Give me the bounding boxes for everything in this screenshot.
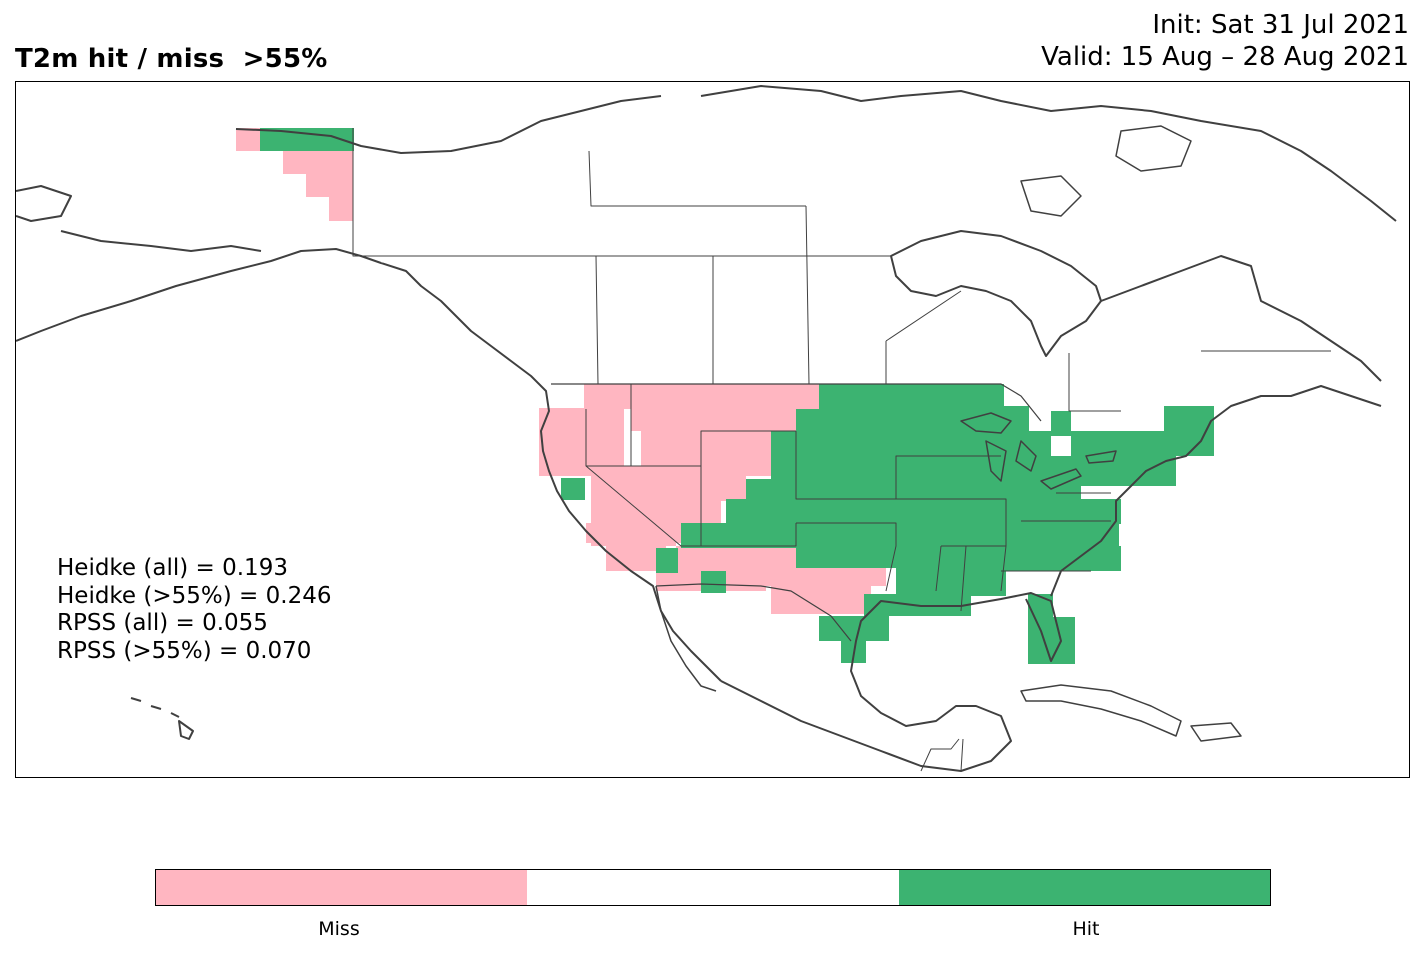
- heidke-all-score: Heidke (all) = 0.193: [57, 555, 288, 581]
- us-mexico-border: [655, 583, 852, 642]
- hit-cell: [771, 431, 1051, 456]
- baja-peninsula: [655, 585, 717, 692]
- miss-cell: [586, 523, 681, 543]
- alaska-north-slope: [60, 230, 262, 252]
- hit-cell: [681, 523, 1119, 548]
- boundary-lines: [16, 85, 1397, 772]
- colorbar: [155, 869, 1271, 906]
- colorbar-neutral-segment: [527, 870, 899, 905]
- miss-cell: [624, 384, 819, 409]
- miss-cell: [656, 571, 706, 591]
- hit-cell: [819, 616, 889, 641]
- hit-cell: [701, 571, 726, 593]
- hudson-bay: [890, 230, 1102, 357]
- hit-cell: [1051, 411, 1071, 436]
- miss-cell: [661, 466, 746, 501]
- southampton-island: [1020, 175, 1082, 217]
- valid-period: Valid: 15 Aug – 28 Aug 2021: [1041, 42, 1409, 72]
- canada-provincial-border: [352, 128, 891, 257]
- colorbar-miss-segment: [156, 870, 528, 905]
- map-canvas: [16, 85, 1397, 772]
- us-canada-border: [551, 383, 1042, 422]
- miss-cell: [661, 501, 721, 523]
- miss-cell: [329, 197, 353, 221]
- central-america-borders: [920, 738, 964, 772]
- lake-michigan: [985, 440, 1007, 482]
- hit-cell: [819, 384, 1004, 409]
- colorbar-hit-segment: [898, 870, 1270, 905]
- hit-cell: [260, 128, 354, 151]
- colorbar-miss-label: Miss: [318, 918, 360, 940]
- miss-cell: [306, 174, 353, 197]
- rpss-all-score: RPSS (all) = 0.055: [57, 610, 268, 636]
- baffin-island: [1115, 125, 1192, 172]
- hawaii-islands: [130, 697, 194, 740]
- hit-cell: [796, 409, 1006, 434]
- hit-cell: [561, 478, 585, 500]
- atlantic-coastline: [1050, 385, 1382, 597]
- map-title: T2m hit / miss >55%: [15, 44, 328, 74]
- init-date: Init: Sat 31 Jul 2021: [1152, 10, 1409, 40]
- score-panel: Heidke (all) = 0.193 Heidke (>55%) = 0.2…: [57, 555, 331, 665]
- heidke-55-score: Heidke (>55%) = 0.246: [57, 582, 332, 609]
- miss-cell: [641, 431, 701, 466]
- western-province-borders: [588, 150, 810, 385]
- miss-cell: [631, 409, 796, 431]
- hispaniola: [1190, 722, 1242, 742]
- alaska-west-coast: [16, 185, 72, 222]
- miss-cell: [236, 128, 260, 151]
- arctic-archipelago: [700, 85, 1397, 222]
- hit-cell: [896, 546, 1121, 571]
- hit-cell: [1028, 617, 1075, 664]
- miss-cell: [726, 586, 766, 591]
- miss-cell: [283, 151, 353, 174]
- hit-cell: [726, 499, 1121, 524]
- arctic-coastline: [235, 95, 662, 154]
- hit-cell: [796, 546, 901, 568]
- cuba: [1020, 684, 1182, 737]
- lake-ontario: [1085, 450, 1117, 464]
- colorbar-hit-label: Hit: [1072, 918, 1100, 940]
- miss-cell: [584, 384, 624, 476]
- lake-erie: [1040, 468, 1082, 490]
- hit-cell: [746, 479, 1081, 499]
- hit-cell: [864, 594, 934, 616]
- map-panel: [15, 81, 1410, 778]
- forecast-cells: [236, 128, 1214, 664]
- hit-cell: [656, 548, 678, 573]
- pacific-coastline: [16, 248, 722, 682]
- labrador-coastline: [1100, 255, 1382, 382]
- us-state-borders: [585, 384, 1111, 612]
- lake-superior: [960, 412, 1012, 434]
- gulf-coastline: [720, 592, 1062, 772]
- rpss-55-score: RPSS (>55%) = 0.070: [57, 637, 312, 664]
- eastern-province-borders: [885, 290, 1331, 412]
- lake-huron: [1015, 440, 1037, 472]
- hit-cell: [1071, 431, 1214, 456]
